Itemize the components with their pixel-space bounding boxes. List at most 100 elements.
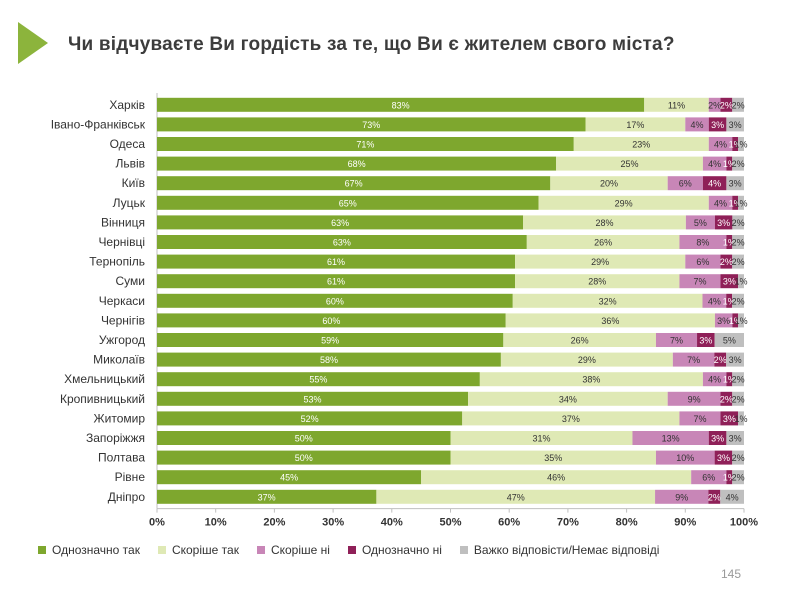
bar-segment — [157, 254, 516, 269]
data-label: 1% — [723, 473, 736, 483]
data-label: 3% — [723, 414, 736, 424]
bar-segment — [726, 293, 733, 308]
legend-swatch — [347, 546, 356, 554]
data-label: 6% — [679, 179, 692, 189]
data-label: 9% — [688, 394, 701, 404]
bar-segment — [738, 137, 744, 151]
bar-segment — [720, 274, 739, 289]
bar-segment — [738, 313, 744, 328]
data-label: 2% — [708, 100, 721, 110]
bar-segment — [697, 333, 715, 347]
data-label: 50% — [295, 453, 313, 463]
data-label: 9% — [675, 492, 688, 502]
bar-segment — [714, 450, 733, 465]
bar-segment — [685, 215, 715, 230]
bar-segment — [500, 352, 673, 367]
bar-segment — [732, 97, 744, 112]
data-label: 38% — [582, 375, 600, 385]
data-label: 45% — [280, 473, 298, 483]
data-label: 7% — [693, 414, 706, 424]
category-label: Чернівці — [98, 235, 145, 249]
bar-segment — [515, 274, 680, 289]
bar-segment — [672, 352, 715, 367]
bar-segment — [720, 489, 744, 504]
x-tick-label: 100% — [730, 517, 758, 529]
bar-segment — [157, 372, 480, 387]
data-label: 1% — [735, 277, 748, 287]
legend-label: Важко відповісти/Немає відповіді — [473, 543, 660, 557]
bar-segment — [157, 137, 574, 151]
data-label: 59% — [321, 336, 339, 346]
data-label: 71% — [356, 140, 374, 150]
bar-segment — [157, 195, 539, 210]
data-label: 3% — [717, 316, 730, 326]
bar-segment — [157, 391, 469, 406]
legend-swatch — [459, 546, 468, 554]
bar-segment — [157, 489, 377, 504]
x-tick-label: 30% — [322, 517, 344, 529]
bar-segment — [157, 333, 504, 347]
legend-item: Однозначно ні — [347, 543, 442, 557]
bar-segment — [720, 254, 733, 269]
bar-segment — [157, 176, 551, 191]
bar-segment — [702, 156, 727, 171]
bar-segment — [726, 372, 733, 387]
data-label: 3% — [729, 179, 742, 189]
data-label: 2% — [732, 375, 745, 385]
bar-segment — [157, 470, 422, 485]
bar-segment — [691, 470, 727, 485]
data-label: 20% — [600, 179, 618, 189]
bar-segment — [732, 215, 744, 230]
data-label: 2% — [732, 238, 745, 248]
data-label: 52% — [301, 414, 319, 424]
bar-segment — [708, 431, 727, 445]
bar-segment — [720, 97, 733, 112]
x-tick-label: 90% — [674, 517, 696, 529]
category-label: Ужгород — [99, 333, 145, 347]
category-label: Вінниця — [101, 215, 145, 229]
bar-segment — [726, 470, 733, 485]
data-label: 3% — [711, 434, 724, 444]
bar-segment — [157, 431, 451, 445]
arrow-right-icon — [18, 22, 48, 64]
x-tick-label: 70% — [557, 517, 579, 529]
bar-segment — [738, 195, 744, 210]
data-label: 4% — [708, 375, 721, 385]
category-label: Суми — [116, 274, 145, 288]
data-label: 1% — [723, 159, 736, 169]
category-label: Хмельницький — [64, 372, 145, 386]
data-label: 4% — [714, 140, 727, 150]
data-label: 4% — [714, 198, 727, 208]
bar-segment — [157, 293, 513, 308]
bar-segment — [732, 137, 739, 151]
category-label: Миколаїв — [93, 353, 145, 367]
bar-segment — [732, 391, 744, 406]
data-label: 1% — [735, 140, 748, 150]
bar-segment — [538, 195, 709, 210]
bar-segment — [503, 333, 656, 347]
category-label: Дніпро — [108, 490, 146, 504]
category-label: Черкаси — [99, 294, 145, 308]
data-label: 1% — [729, 316, 742, 326]
bar-segment — [556, 156, 703, 171]
chart-legend: Однозначно так Скоріше так Скоріше ні Одноз… — [38, 543, 788, 557]
legend-item: Скоріше ні — [256, 543, 330, 557]
data-label: 4% — [708, 296, 721, 306]
bar-segment — [667, 176, 703, 191]
legend-swatch — [157, 546, 166, 554]
bar-segment — [726, 156, 733, 171]
bar-segment — [732, 156, 744, 171]
bar-segment — [720, 411, 739, 426]
data-label: 3% — [729, 355, 742, 365]
data-label: 61% — [327, 277, 345, 287]
data-label: 17% — [626, 120, 644, 130]
data-label: 61% — [327, 257, 345, 267]
data-label: 55% — [309, 375, 327, 385]
category-label: Луцьк — [113, 196, 146, 210]
data-label: 10% — [676, 453, 694, 463]
data-label: 2% — [732, 100, 745, 110]
bar-segment — [573, 137, 709, 151]
legend-label: Скоріше так — [171, 543, 239, 557]
data-label: 60% — [322, 316, 340, 326]
bar-segment — [550, 176, 668, 191]
